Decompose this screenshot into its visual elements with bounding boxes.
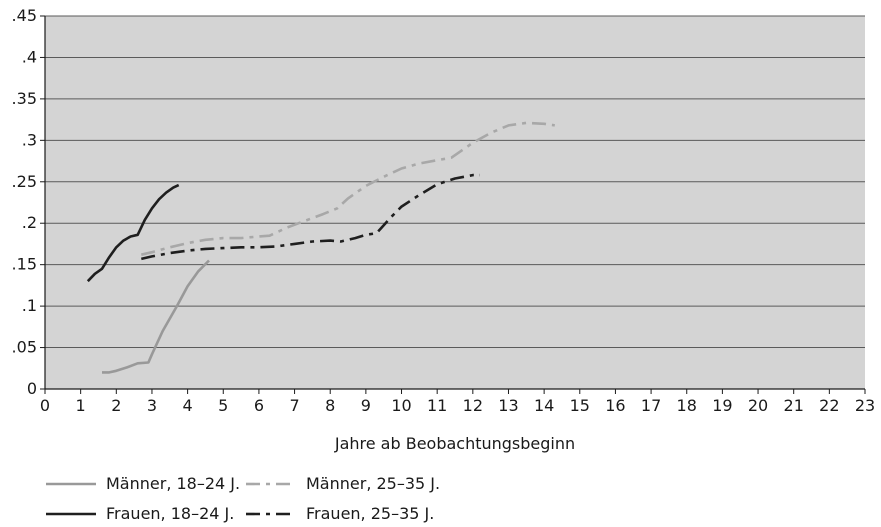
y-tick-label: .35 (12, 89, 37, 108)
x-tick-label: 7 (289, 396, 299, 415)
x-tick-label: 23 (855, 396, 875, 415)
y-tick-label: 0 (27, 379, 37, 398)
x-tick-label: 3 (147, 396, 157, 415)
x-tick-label: 15 (570, 396, 590, 415)
y-tick-label: .15 (12, 255, 37, 274)
y-tick-label: .2 (22, 213, 37, 232)
x-tick-label: 18 (677, 396, 697, 415)
y-tick-label: .4 (22, 47, 37, 66)
x-tick-label: 13 (498, 396, 518, 415)
y-tick-label: .1 (22, 296, 37, 315)
x-tick-label: 16 (605, 396, 625, 415)
x-tick-label: 22 (819, 396, 839, 415)
x-tick-label: 9 (361, 396, 371, 415)
x-tick-label: 2 (111, 396, 121, 415)
legend-label-1: Männer, 18–24 J. (106, 474, 240, 493)
y-tick-label: .3 (22, 130, 37, 149)
x-tick-label: 12 (463, 396, 483, 415)
x-tick-label: 10 (391, 396, 411, 415)
y-axis-ticks: 0 .05 .1 .15 .2 .25 .3 .35 .4 .45 (12, 6, 45, 398)
x-tick-label: 5 (218, 396, 228, 415)
x-tick-label: 17 (641, 396, 661, 415)
y-tick-label: .45 (12, 6, 37, 25)
x-tick-label: 21 (784, 396, 804, 415)
legend-label-4: Frauen, 25–35 J. (306, 504, 434, 523)
plot-background (45, 16, 865, 389)
legend: Männer, 18–24 J. Männer, 25–35 J. Frauen, … (46, 474, 440, 523)
x-tick-label: 4 (183, 396, 193, 415)
x-tick-label: 11 (427, 396, 447, 415)
x-tick-label: 14 (534, 396, 554, 415)
plot-area (45, 16, 865, 389)
x-axis-label: Jahre ab Beobachtungsbeginn (334, 434, 575, 453)
legend-label-2: Männer, 25–35 J. (306, 474, 440, 493)
x-tick-label: 6 (254, 396, 264, 415)
x-tick-label: 0 (40, 396, 50, 415)
x-tick-label: 8 (325, 396, 335, 415)
legend-label-3: Frauen, 18–24 J. (106, 504, 234, 523)
y-tick-label: .05 (12, 338, 37, 357)
x-axis-ticks: 0 1 2 3 4 5 6 7 8 9 10 11 12 13 14 15 16 17 18 19 20 21 22 23 (40, 389, 875, 415)
x-tick-label: 19 (712, 396, 732, 415)
y-tick-label: .25 (12, 172, 37, 191)
x-tick-label: 1 (76, 396, 86, 415)
x-tick-label: 20 (748, 396, 768, 415)
